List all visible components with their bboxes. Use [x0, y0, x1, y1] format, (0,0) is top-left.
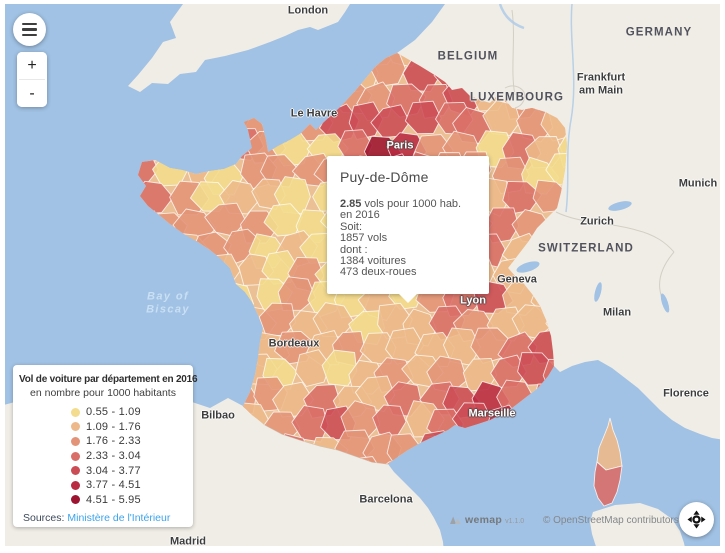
legend-class-row: 2.33 - 3.04: [19, 449, 187, 464]
sardinia-land: [590, 503, 685, 546]
lake-constance: [608, 201, 632, 211]
sources-link[interactable]: Ministère de l'Intérieur: [67, 512, 171, 525]
department-cell[interactable]: [404, 100, 442, 135]
legend-class-range: 3.77 - 4.51: [86, 479, 141, 492]
zoom-divider: [19, 79, 45, 80]
legend-class-dot: [71, 480, 80, 490]
legend-subtitle: en nombre pour 1000 habitants: [30, 387, 176, 399]
department-cell[interactable]: [344, 456, 384, 491]
legend-class-dot: [71, 407, 80, 417]
legend-class-range: 1.09 - 1.76: [86, 420, 141, 433]
department-cell[interactable]: [502, 180, 543, 214]
locate-crosshair-icon: [687, 510, 706, 529]
popup-line: dont :: [340, 243, 368, 256]
popup-value-suffix: vols pour 1000 hab. en 2016: [340, 198, 462, 222]
corsica-south[interactable]: [593, 461, 623, 507]
legend-class-range: 1.76 - 2.33: [86, 435, 141, 448]
zoom-control: + -: [17, 52, 47, 107]
wemap-brand: wemap: [465, 514, 503, 526]
lakes: [516, 201, 670, 313]
wemap-version: v1.1.0: [505, 518, 525, 525]
legend-sources: Sources: Ministère de l'Intérieur: [19, 512, 187, 524]
popup-line: 473 deux-roues: [340, 266, 417, 279]
locate-button[interactable]: [679, 502, 714, 537]
map-canvas[interactable]: BELGIUM GERMANY LUXEMBOURG SWITZERLAND Londo…: [5, 4, 720, 546]
rivers: [498, 4, 575, 213]
legend-class-row: 4.51 - 5.95: [19, 493, 187, 508]
legend-title: Vol de voiture par département en 2016: [19, 374, 198, 385]
legend-class-range: 2.33 - 3.04: [86, 450, 141, 463]
legend-class-range: 0.55 - 1.09: [86, 406, 141, 419]
zoom-out-button[interactable]: -: [17, 80, 47, 107]
legend-class-range: 3.04 - 3.77: [86, 464, 141, 477]
popup-line: Soit:: [340, 220, 363, 233]
zoom-in-button[interactable]: +: [17, 52, 47, 79]
popup-line: 1857 vols: [340, 232, 388, 245]
feature-popup: Puy-de-Dôme 2.85 vols pour 1000 hab. en …: [327, 156, 489, 294]
wemap-attribution: wemap v1.1.0: [449, 514, 524, 526]
popup-title: Puy-de-Dôme: [340, 169, 429, 185]
legend-class-range: 4.51 - 5.95: [86, 493, 141, 506]
popup-line: 1384 voitures: [340, 255, 407, 268]
hamburger-icon: [22, 23, 37, 26]
scheldt-river: [498, 4, 525, 30]
lake-geneva: [516, 261, 540, 273]
legend-class-dot: [71, 436, 80, 446]
legend-class-row: 1.76 - 2.33: [19, 434, 187, 449]
department-cell[interactable]: [295, 349, 331, 387]
legend-rows: 0.55 - 1.09 1.09 - 1.76 1.76 - 2.33 2.33 - …: [19, 405, 187, 507]
sources-label: Sources:: [23, 512, 65, 525]
legend-class-dot: [71, 451, 80, 461]
popup-value: 2.85: [340, 198, 362, 210]
osm-attribution-link[interactable]: © OpenStreetMap contributors: [543, 515, 679, 526]
menu-button[interactable]: [13, 13, 46, 46]
legend-class-row: 3.77 - 4.51: [19, 478, 187, 493]
lake-como: [660, 293, 670, 313]
legend-class-row: 1.09 - 1.76: [19, 420, 187, 435]
department-cell[interactable]: [277, 276, 316, 311]
legend-class-row: 0.55 - 1.09: [19, 405, 187, 420]
wemap-logo-icon: [450, 516, 461, 524]
lake-maggiore: [594, 282, 602, 302]
legend-panel: Vol de voiture par département en 2016 e…: [13, 365, 198, 527]
popup-detail-lines: Soit: 1857 vols dont :1384 voitures 473 deu…: [340, 220, 476, 279]
rhine-river: [565, 4, 575, 213]
great-britain-land: [128, 4, 350, 92]
legend-class-dot: [71, 495, 80, 505]
legend-class-row: 3.04 - 3.77: [19, 463, 187, 478]
legend-class-dot: [71, 422, 80, 432]
department-cell[interactable]: [545, 152, 584, 187]
popup-value-line: 2.85 vols pour 1000 hab. en 2016: [340, 198, 476, 222]
legend-class-dot: [71, 466, 80, 476]
